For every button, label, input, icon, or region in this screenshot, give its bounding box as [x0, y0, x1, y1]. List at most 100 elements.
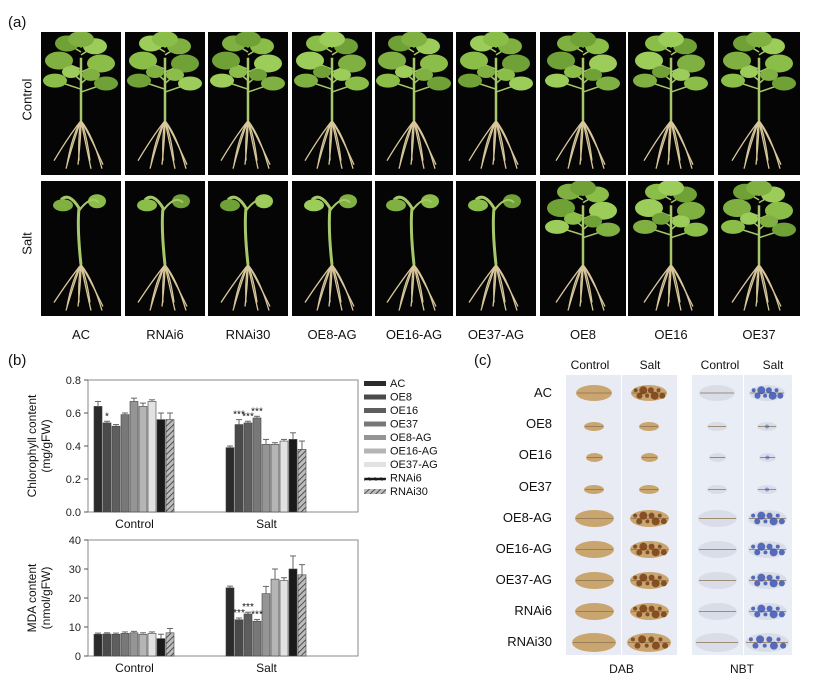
stained-leaf: [744, 632, 790, 658]
stained-leaf: [697, 602, 738, 626]
stained-leaf: [629, 602, 670, 626]
panel-a-label: (a): [8, 14, 27, 31]
genotype-label: OE37-AG: [467, 327, 525, 342]
plant-photo: [125, 181, 205, 316]
bar: [297, 449, 307, 513]
stained-leaf: [638, 482, 660, 500]
y-axis-label: (nmol/gFW): [39, 567, 53, 630]
bar: [288, 568, 298, 657]
bar: [234, 424, 244, 513]
bar: [138, 633, 148, 657]
y-tick-label: 20: [69, 593, 81, 605]
chlorophyll-chart: 0.0 0.2 0.4 0.6 0.8 Chlorophyll content (mg/gF…: [25, 375, 438, 531]
bar: [261, 593, 271, 657]
stained-leaf: [747, 509, 788, 533]
genotype-label: RNAi30: [225, 327, 271, 342]
column-header: Salt: [639, 358, 661, 372]
stained-leaf: [706, 419, 728, 437]
plant-photo: [718, 32, 800, 175]
stained-leaf: [697, 540, 738, 564]
legend-label: RNAi30: [390, 486, 428, 498]
bar: [288, 439, 298, 513]
plant-photo: [540, 181, 626, 316]
plant-photo: [718, 181, 800, 316]
y-tick-label: 0.2: [66, 474, 81, 486]
stained-leaf: [748, 384, 786, 407]
legend-swatch: [364, 381, 386, 386]
y-axis-label: (mg/gFW): [39, 419, 53, 472]
plant-photo: [375, 32, 453, 175]
stained-leaf: [585, 450, 604, 468]
legend-label: OE8-AG: [390, 432, 432, 444]
plant-photo: [375, 181, 453, 316]
legend-label: OE16: [390, 405, 418, 417]
bar: [93, 406, 103, 513]
row-label-control: Control: [19, 78, 35, 121]
bar: [129, 401, 139, 513]
bar: [234, 619, 244, 657]
bar: [279, 440, 289, 513]
stain-row-label: OE16-AG: [495, 541, 552, 556]
legend-swatch: [364, 462, 386, 467]
legend-label: AC: [390, 378, 405, 390]
bar: [243, 422, 253, 513]
stained-leaf: [697, 571, 738, 595]
bar: [147, 401, 157, 513]
row-label-salt: Salt: [19, 232, 35, 255]
plant-photo: [456, 32, 536, 175]
stained-leaf: [758, 450, 777, 468]
stain-row-label: OE8: [525, 416, 552, 431]
bar: [93, 633, 103, 657]
y-tick-label: 0.4: [66, 441, 81, 453]
bar: [261, 444, 271, 513]
column-header: Control: [570, 358, 610, 372]
stained-leaf: [698, 384, 736, 407]
significance-mark: ***: [251, 406, 263, 417]
y-tick-label: 30: [69, 564, 81, 576]
category-label: Salt: [256, 661, 277, 675]
stained-leaf: [756, 482, 778, 500]
genotype-label: OE16-AG: [385, 327, 443, 342]
plant-photo: [540, 32, 626, 175]
bar: [243, 613, 253, 657]
bar: [102, 422, 112, 513]
bar: [165, 632, 175, 657]
bar: [120, 414, 130, 513]
legend-swatch: [364, 394, 386, 400]
y-tick-label: 10: [69, 622, 81, 634]
stained-leaf: [574, 602, 615, 626]
legend-label: OE16-AG: [390, 446, 438, 458]
legend-swatch: [364, 448, 386, 454]
plant-photo: [292, 181, 372, 316]
stain-row-label: RNAi30: [507, 634, 552, 649]
stained-leaf: [706, 482, 728, 500]
stained-leaf: [747, 571, 788, 595]
bar: [156, 638, 166, 657]
legend-swatch: [364, 408, 386, 413]
y-tick-label: 0.6: [66, 408, 81, 420]
genotype-label: OE8: [569, 327, 596, 342]
y-tick-label: 40: [69, 535, 81, 547]
plant-photo: [41, 32, 121, 175]
stained-leaf: [583, 419, 605, 437]
legend-swatch: [364, 489, 386, 494]
bar: [279, 580, 289, 657]
significance-mark: ***: [242, 411, 254, 422]
stained-leaf: [640, 450, 659, 468]
stained-leaf: [583, 482, 605, 500]
category-label: Salt: [256, 517, 277, 531]
plant-photo: [292, 32, 372, 175]
stained-leaf: [747, 602, 788, 626]
nbt-divider: [743, 375, 744, 655]
stain-row-label: OE37: [518, 479, 552, 494]
bar: [156, 419, 166, 513]
stained-leaf: [756, 419, 778, 437]
stained-leaf: [747, 540, 788, 564]
legend-swatch: [364, 435, 386, 440]
significance-mark: ***: [233, 410, 245, 421]
bar: [165, 419, 175, 513]
stain-row-label: OE16: [518, 447, 552, 462]
bar: [102, 633, 112, 657]
legend-swatch: [363, 477, 387, 481]
y-tick-label: 0.8: [66, 375, 81, 387]
